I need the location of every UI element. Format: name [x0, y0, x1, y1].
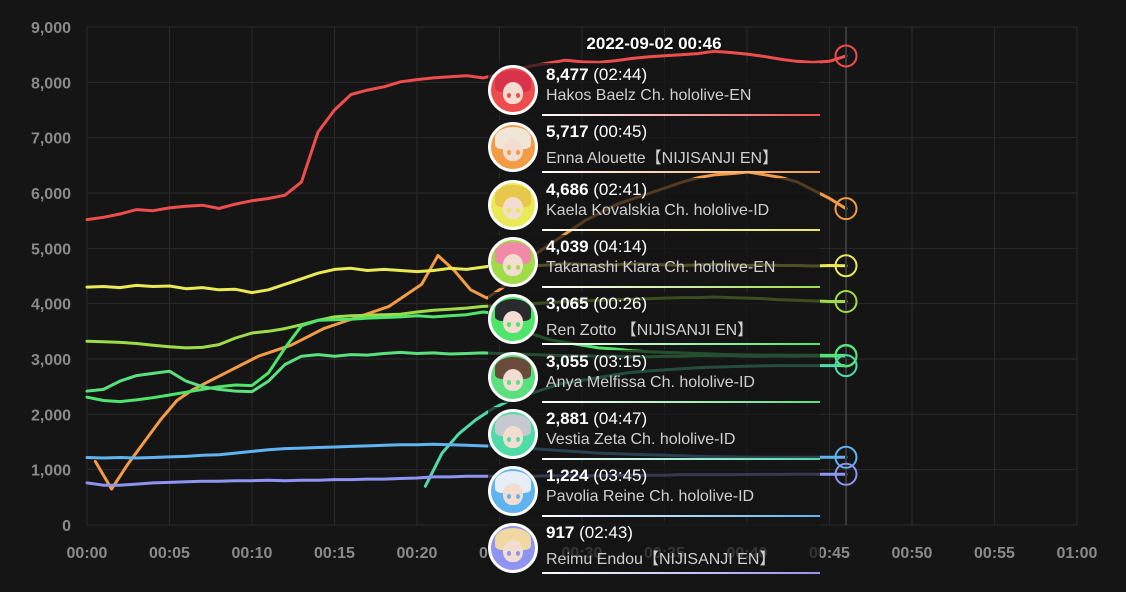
x-tick-label: 00:45: [809, 545, 850, 562]
y-tick-label: 1,000: [31, 463, 71, 480]
series-line-2[interactable]: [85, 262, 848, 295]
series-hover-marker-5: [834, 344, 858, 368]
y-tick-label: 7,000: [31, 131, 71, 148]
series-line-7[interactable]: [85, 442, 848, 460]
y-tick-label: 4,000: [31, 297, 71, 314]
series-hover-marker-8: [834, 462, 858, 486]
series-lines: [85, 49, 848, 491]
y-tick-label: 5,000: [31, 241, 71, 258]
x-tick-label: 01:00: [1057, 545, 1098, 562]
x-tick-label: 00:35: [644, 545, 685, 562]
series-hover-marker-1: [834, 197, 858, 221]
x-tick-label: 00:00: [67, 545, 108, 562]
y-tick-label: 6,000: [31, 186, 71, 203]
y-tick-label: 9,000: [31, 20, 71, 37]
x-tick-label: 00:20: [397, 545, 438, 562]
series-line-5[interactable]: [85, 350, 848, 394]
grid-lines: [86, 26, 1078, 526]
series-hover-marker-6: [834, 354, 858, 378]
series-line-8[interactable]: [85, 472, 848, 487]
x-tick-label: 00:40: [727, 545, 768, 562]
x-axis-ticks: 00:00 00:05 00:10 00:15 00:20 00:25 00:30 00:35…: [67, 545, 1098, 562]
series-hover-marker-2: [834, 254, 858, 278]
x-tick-label: 00:05: [149, 545, 190, 562]
y-tick-label: 0: [62, 518, 71, 535]
series-hover-marker-7: [834, 445, 858, 469]
y-axis-ticks: 0 1,000 2,000 3,000 4,000 5,000 6,000 7,000 8,00…: [31, 20, 71, 535]
series-line-0[interactable]: [85, 49, 848, 222]
series-hover-marker-0: [834, 44, 858, 68]
y-tick-label: 8,000: [31, 75, 71, 92]
x-tick-label: 00:50: [892, 545, 933, 562]
y-tick-label: 2,000: [31, 407, 71, 424]
x-tick-label: 00:25: [479, 545, 520, 562]
series-line-1[interactable]: [93, 170, 848, 491]
y-tick-label: 3,000: [31, 352, 71, 369]
series-hover-marker-3: [834, 290, 858, 314]
series-line-3[interactable]: [85, 295, 848, 350]
x-tick-label: 00:10: [232, 545, 273, 562]
x-tick-label: 00:15: [314, 545, 355, 562]
hover-markers: [834, 44, 858, 486]
series-line-6[interactable]: [423, 364, 848, 488]
x-tick-label: 00:30: [562, 545, 603, 562]
x-tick-label: 00:55: [974, 545, 1015, 562]
